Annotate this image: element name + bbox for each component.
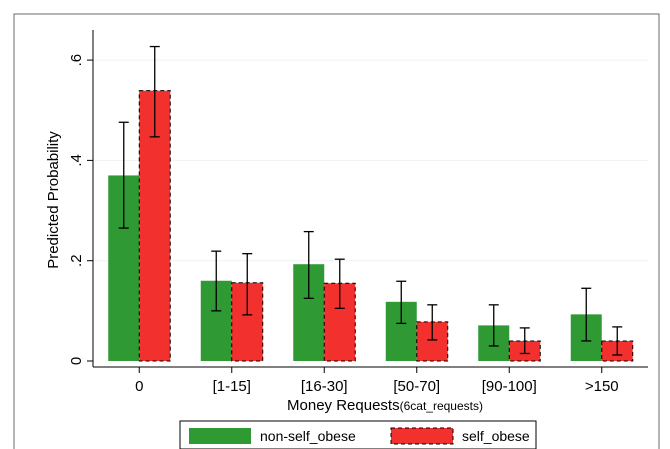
plot-region xyxy=(93,30,648,367)
y-ticks: 0 .2 .4 .6 xyxy=(68,54,93,365)
x-axis-label-suffix: (6cat_requests) xyxy=(400,399,483,413)
x-ticks: 0 [1-15] [16-30] [50-70] [90-100] >150 xyxy=(135,367,619,395)
legend-label-non-self-obese: non-self_obese xyxy=(260,428,356,444)
x-axis-label: Money Requests(6cat_requests) xyxy=(287,397,483,414)
x-tick-label: [1-15] xyxy=(213,378,251,395)
y-axis-label: Predicted Probability xyxy=(45,131,62,269)
y-tick-label: .4 xyxy=(68,154,85,167)
y-tick-label: .6 xyxy=(68,54,85,67)
legend: non-self_obese self_obese xyxy=(179,420,537,449)
x-tick-label: [50-70] xyxy=(393,378,440,395)
legend-label-self-obese: self_obese xyxy=(462,428,530,444)
y-tick-label: 0 xyxy=(68,357,85,365)
x-tick-label: [16-30] xyxy=(301,378,348,395)
x-tick-label: 0 xyxy=(135,378,143,395)
y-tick-label: .2 xyxy=(68,254,85,267)
x-tick-label: [90-100] xyxy=(482,378,537,395)
legend-swatch-self-obese xyxy=(390,427,454,445)
gridlines xyxy=(93,59,648,262)
x-axis-label-main: Money Requests xyxy=(287,397,400,414)
error-bars xyxy=(118,45,623,356)
x-tick-label: >150 xyxy=(585,378,619,395)
legend-swatch-non-self-obese xyxy=(189,428,251,444)
outer-frame xyxy=(13,13,660,449)
